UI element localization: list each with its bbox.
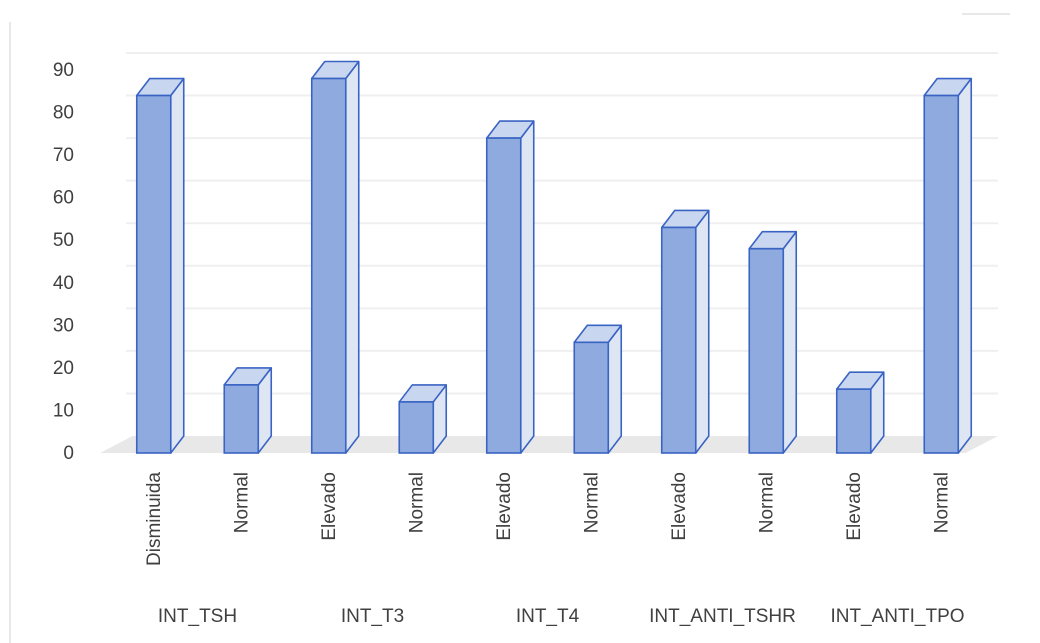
x-category-label: Disminuida: [144, 472, 165, 566]
x-category-label: Normal: [931, 472, 952, 533]
bar: [748, 230, 798, 454]
y-tick-label: 20: [53, 358, 74, 379]
bar-front-face: [485, 137, 522, 454]
bars: [135, 60, 973, 454]
gridlines: [126, 52, 998, 395]
x-group-label: INT_ANTI_TSHR: [649, 606, 796, 627]
bar-side-face: [694, 209, 710, 454]
y-tick-label: 50: [53, 230, 74, 251]
bar-front-face: [223, 384, 260, 454]
bar-front-face: [573, 341, 610, 454]
chart-frame: [9, 13, 1010, 643]
y-tick-label: 30: [53, 315, 74, 336]
y-tick-label: 10: [53, 400, 74, 421]
x-group-label: INT_TSH: [158, 606, 237, 627]
x-category-label: Normal: [406, 472, 427, 533]
bar-side-face: [782, 230, 798, 454]
bar-front-face: [135, 94, 172, 454]
bar: [223, 367, 273, 454]
bar: [485, 120, 535, 454]
y-tick-label: 60: [53, 188, 74, 209]
x-category-label: Elevado: [494, 472, 515, 541]
bar: [660, 209, 710, 454]
bar-front-face: [398, 401, 435, 454]
x-group-label: INT_T4: [516, 606, 580, 627]
y-axis-ticks: 0 10 20 30 40 50 60 70 80 90: [53, 60, 74, 464]
bar-front-face: [748, 247, 785, 454]
bar-side-face: [519, 120, 535, 454]
y-tick-label: 0: [63, 443, 74, 464]
bar-side-face: [169, 77, 185, 454]
bar: [135, 77, 185, 454]
x-axis-group-labels: INT_TSH INT_T3 INT_T4 INT_ANTI_TSHR INT_ANTI…: [158, 606, 965, 627]
bar-front-face: [923, 94, 960, 454]
x-axis-category-labels: Disminuida Normal Elevado Normal Elevado Norm…: [144, 472, 953, 566]
bar: [923, 77, 973, 454]
x-group-label: INT_T3: [341, 606, 404, 627]
bar-front-face: [660, 226, 697, 454]
y-tick-label: 40: [53, 273, 74, 294]
x-category-label: Normal: [756, 472, 777, 533]
x-category-label: Normal: [231, 472, 252, 533]
x-category-label: Normal: [581, 472, 602, 533]
bar: [835, 371, 885, 454]
bar: [398, 384, 448, 454]
bar: [310, 60, 360, 454]
bar: [573, 324, 623, 454]
y-tick-label: 80: [53, 103, 74, 124]
y-tick-label: 90: [53, 60, 74, 81]
bar-side-face: [344, 60, 360, 454]
bar-side-face: [607, 324, 623, 454]
x-group-label: INT_ANTI_TPO: [830, 606, 964, 627]
x-category-label: Elevado: [669, 472, 690, 541]
y-tick-label: 70: [53, 145, 74, 166]
bar-side-face: [957, 77, 973, 454]
bar-front-face: [310, 77, 347, 454]
x-category-label: Elevado: [844, 472, 865, 541]
bar-front-face: [835, 388, 872, 454]
x-category-label: Elevado: [319, 472, 340, 541]
